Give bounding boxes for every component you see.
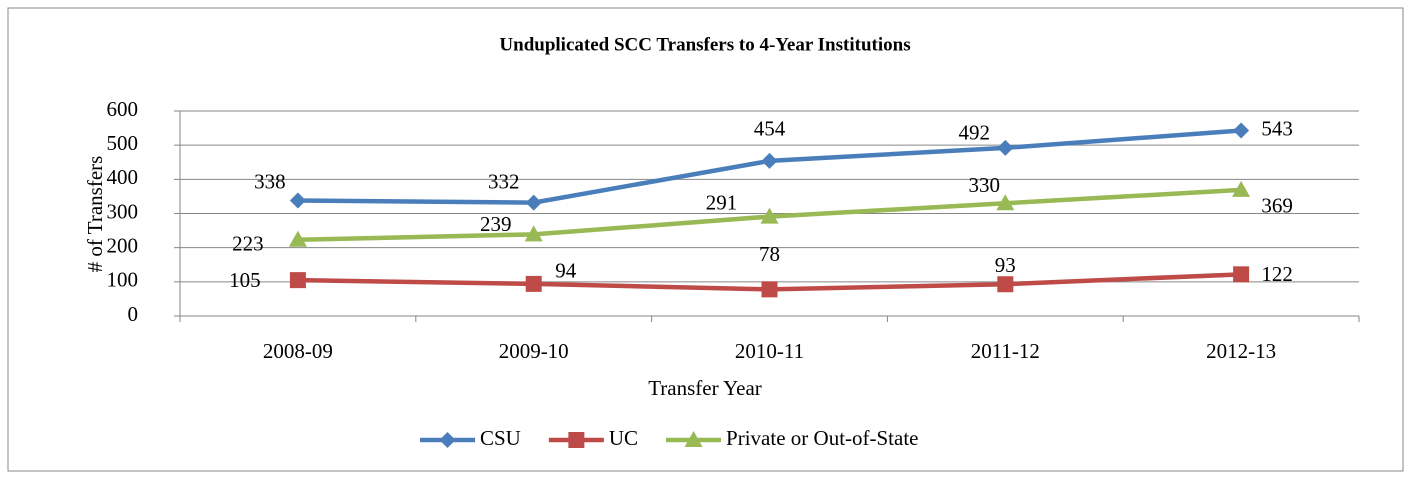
data-label: 78: [759, 242, 780, 266]
data-label: 543: [1261, 116, 1293, 140]
x-tick-label: 2010-11: [735, 339, 804, 363]
data-label: 105: [229, 268, 261, 292]
data-label: 93: [995, 253, 1016, 277]
data-point: [524, 225, 543, 242]
y-tick-label: 0: [128, 302, 139, 326]
data-point: [760, 207, 779, 224]
data-point: [525, 275, 542, 292]
data-label: 239: [480, 212, 512, 236]
y-tick-label: 600: [107, 97, 139, 121]
data-point: [997, 139, 1014, 156]
x-tick-label: 2012-13: [1206, 339, 1276, 363]
legend-marker: [568, 432, 585, 448]
data-point: [996, 194, 1015, 211]
data-label: 94: [555, 259, 577, 283]
data-label: 122: [1261, 262, 1293, 286]
data-point: [289, 192, 306, 209]
data-point: [1232, 180, 1251, 197]
y-tick-label: 100: [107, 268, 139, 292]
x-tick-label: 2009-10: [499, 339, 569, 363]
data-label: 291: [706, 190, 738, 214]
data-label: 369: [1261, 194, 1293, 218]
chart-title: Unduplicated SCC Transfers to 4-Year Ins…: [499, 34, 910, 55]
data-label: 454: [754, 117, 786, 141]
legend-marker: [684, 431, 703, 447]
y-tick-label: 300: [107, 199, 139, 223]
data-point: [525, 194, 542, 211]
data-label: 223: [232, 232, 264, 256]
x-tick-label: 2008-09: [263, 339, 333, 363]
y-tick-label: 500: [107, 131, 139, 155]
data-point: [288, 230, 307, 247]
legend-label: UC: [609, 426, 638, 450]
x-tick-label: 2011-12: [971, 339, 1040, 363]
legend-label: CSU: [480, 426, 521, 450]
data-point: [1233, 122, 1250, 139]
legend-label: Private or Out-of-State: [726, 426, 918, 450]
y-tick-label: 400: [107, 165, 139, 189]
data-label: 330: [969, 173, 1001, 197]
legend-marker: [439, 432, 456, 448]
data-label: 492: [959, 121, 991, 145]
data-point: [761, 281, 778, 298]
data-point: [997, 276, 1014, 293]
data-point: [1233, 266, 1250, 283]
y-axis-title: # of Transfers: [83, 156, 107, 273]
data-point: [289, 272, 306, 289]
y-tick-label: 200: [107, 233, 139, 257]
data-label: 332: [488, 169, 520, 193]
data-label: 338: [254, 169, 286, 193]
x-axis-title: Transfer Year: [648, 376, 762, 400]
data-point: [761, 152, 778, 169]
chart-border: [7, 7, 1404, 472]
